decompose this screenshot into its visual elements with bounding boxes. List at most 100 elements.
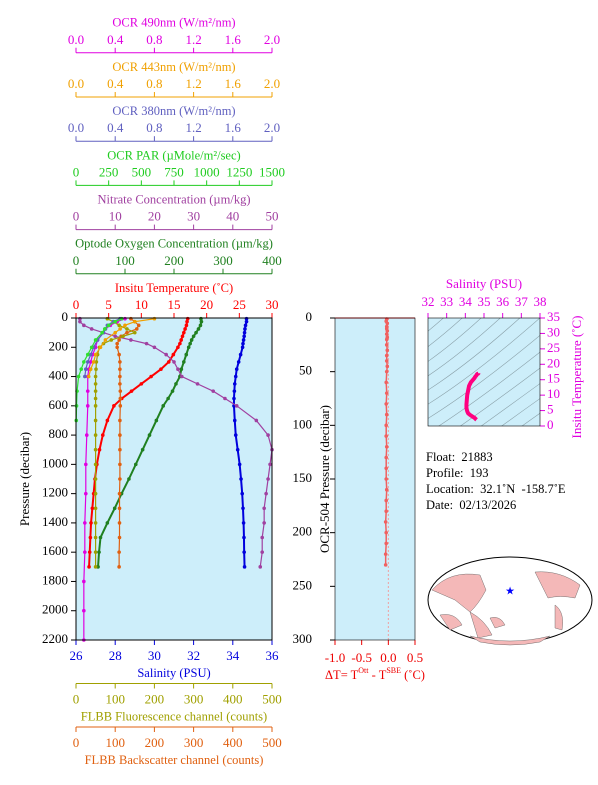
x-tick-label: 33 [440,294,453,309]
data-point [186,345,191,350]
y-tick-label: 1000 [42,455,68,470]
data-point [98,345,103,350]
y-tick-label: 200 [293,524,313,539]
data-point [182,360,186,364]
axis-label: OCR 443nm (W/m²/nm) [112,60,235,74]
y-tick-label: 2200 [42,631,68,646]
data-point [89,345,94,350]
data-point [234,404,239,408]
x-tick-label: 1250 [226,164,252,179]
data-point [234,367,239,372]
axis-label: OCR 380nm (W/m²/nm) [112,104,235,118]
y-tick-label: 5 [547,402,554,417]
x-axis-label-part: - T [369,668,387,682]
data-point [121,334,125,339]
x-tick-label: 400 [262,253,282,268]
data-point [242,334,246,339]
axis-label: Nitrate Concentration (µm/kg) [98,192,251,206]
data-point [211,389,215,393]
x-tick-label: 300 [184,735,204,750]
x-tick-label: 40 [226,209,239,224]
axis-label: OCR 490nm (W/m²/nm) [112,16,235,30]
data-point [94,367,98,372]
x-tick-label: 0.4 [107,76,124,91]
data-point [178,341,182,346]
x-tick-label: 0.4 [107,120,124,135]
y-tick-label: 800 [49,426,69,441]
data-point [384,402,389,406]
data-point [241,338,246,342]
data-point [86,374,91,379]
x-tick-label: 30 [266,297,279,312]
data-point [84,433,89,437]
x-tick-label: 0 [73,297,80,312]
y-axis-label: Insitu Temperature (˚C) [569,315,584,438]
data-point [85,360,90,364]
y-tick-label: 15 [547,371,560,386]
data-point [83,550,87,554]
data-point [140,447,145,452]
data-point [118,389,123,393]
data-point [97,447,102,452]
data-point [118,404,123,408]
y-tick-label: 2000 [42,602,68,617]
data-point [117,491,122,496]
data-point [240,491,245,496]
x-tick-label: 250 [99,164,119,179]
data-point [123,323,127,328]
x-tick-label: 0 [73,164,80,179]
data-point [184,352,189,357]
data-point [133,330,137,335]
float-info: Profile: 193 [426,466,489,480]
data-point [93,565,98,569]
x-tick-label: 0 [73,209,80,224]
x-tick-label: 25 [233,297,246,312]
data-point [117,506,122,511]
profile-line [97,318,203,567]
x-tick-label: 10 [109,209,122,224]
x-tick-label: 5 [105,297,112,312]
data-point [188,341,192,346]
x-tick-label: 34 [459,294,473,309]
data-point [83,521,87,525]
data-point [93,521,98,525]
data-point [93,418,98,423]
x-tick-label: 32 [422,294,435,309]
data-point [82,360,86,364]
series [78,316,274,569]
x-tick-label: 0.0 [68,32,84,47]
data-point [189,338,194,342]
data-point [242,550,246,554]
data-point [254,418,259,423]
data-point [384,380,389,385]
data-point [384,412,389,417]
float-location-star: ★ [505,586,515,598]
x-tick-label: 20 [200,297,213,312]
data-point [125,327,129,331]
data-point [223,396,227,401]
data-point [105,418,110,423]
data-point [93,382,98,386]
data-point [125,330,129,335]
data-point [242,330,247,335]
data-point [118,360,122,364]
data-point [118,462,122,467]
plot-background [428,318,540,426]
chart-title: Salinity (PSU) [446,276,522,291]
x-tick-label: 2.0 [264,120,280,135]
y-tick-label: 0 [547,417,554,432]
data-point [384,332,389,336]
y-tick-label: 200 [49,338,69,353]
data-point [384,498,389,503]
x-tick-label: 1500 [259,164,285,179]
data-point [149,374,153,379]
x-tick-label: 1.2 [185,76,201,91]
data-point [159,367,163,372]
data-point [93,491,98,496]
data-point [109,338,114,342]
data-point [118,418,122,423]
data-point [194,330,198,335]
data-point [179,338,183,342]
data-point [154,418,159,423]
x-tick-label: 15 [168,297,181,312]
